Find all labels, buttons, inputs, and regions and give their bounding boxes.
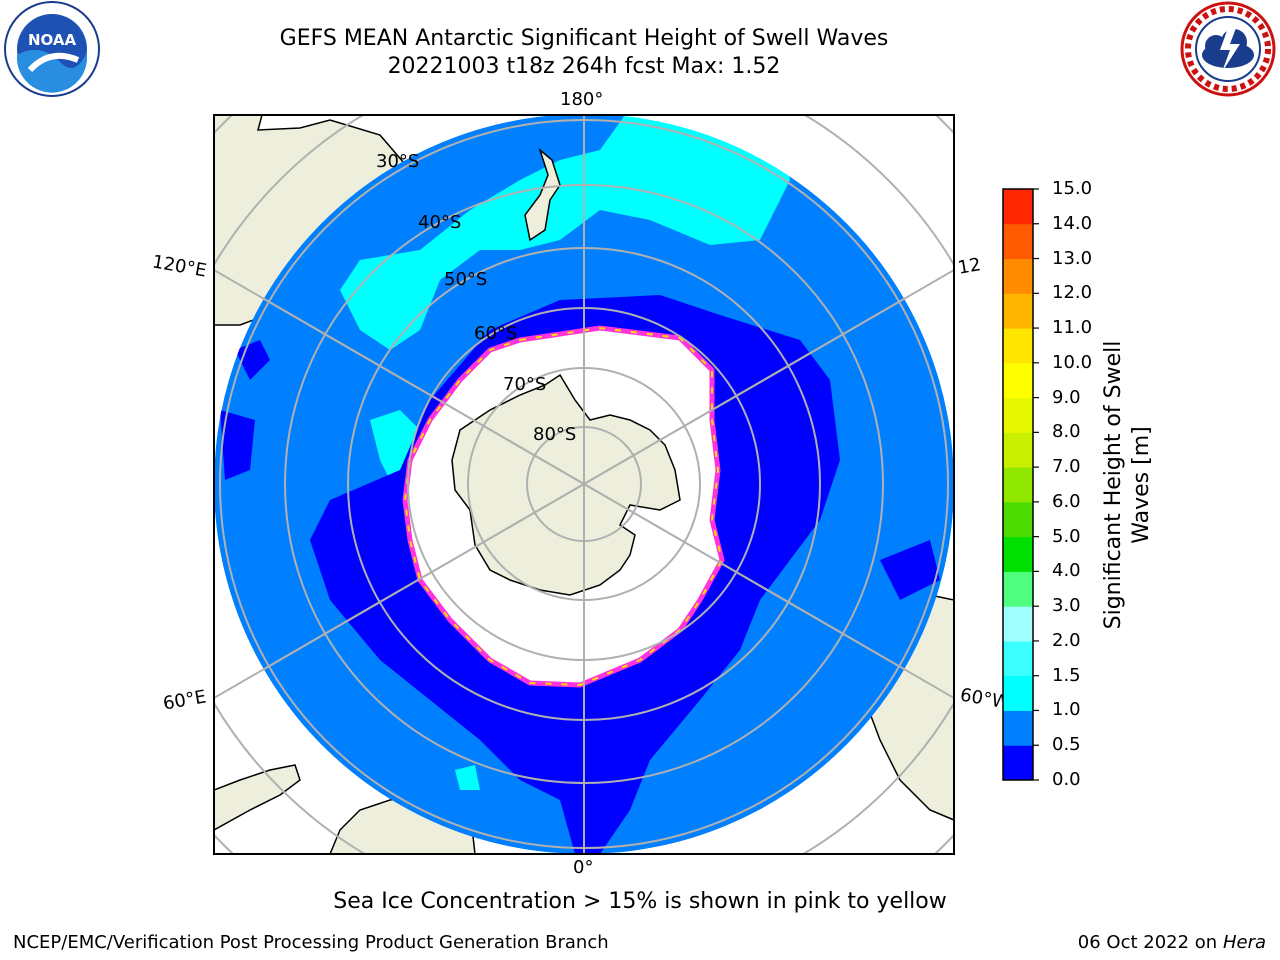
lon-label-0: 0°	[573, 857, 594, 878]
colorbar-tick-label: 11.0	[1052, 317, 1093, 339]
colorbar-segment	[1003, 501, 1033, 538]
colorbar-segment	[1003, 293, 1033, 329]
colorbar-segment	[1003, 258, 1033, 294]
colorbar-tick-label: 7.0	[1052, 456, 1081, 478]
colorbar-tick-label: 8.0	[1052, 421, 1081, 443]
lat-label-40s: 40°S	[418, 212, 462, 233]
antarctica-landmass	[451, 373, 681, 596]
colorbar-segment	[1003, 432, 1033, 468]
lat-label-70s: 70°S	[503, 374, 547, 395]
colorbar-tick-label: 9.0	[1052, 386, 1081, 408]
colorbar	[1002, 188, 1039, 781]
colorbar-tick-label: 15.0	[1052, 178, 1093, 199]
colorbar-segment	[1003, 536, 1033, 572]
footer-date: 06 Oct 2022 on Hera	[1078, 932, 1266, 953]
footer-date-text: 06 Oct 2022 on	[1077, 932, 1223, 953]
colorbar-segment	[1003, 467, 1033, 503]
colorbar-segment	[1003, 675, 1033, 711]
new-zealand-landmass	[524, 147, 561, 242]
colorbar-segment	[1003, 745, 1033, 781]
colorbar-tick-label: 3.0	[1052, 595, 1081, 617]
colorbar-tick-label: 13.0	[1052, 247, 1093, 269]
madagascar-landmass	[214, 764, 301, 831]
lat-label-80s: 80°S	[533, 424, 577, 445]
colorbar-frame	[1002, 188, 1034, 781]
colorbar-segment	[1003, 362, 1033, 399]
colorbar-tick-label: 14.0	[1052, 212, 1093, 234]
colorbar-tick-label: 5.0	[1052, 525, 1081, 547]
colorbar-tick-label: 1.0	[1052, 699, 1081, 721]
colorbar-tick-label: 4.0	[1052, 560, 1081, 582]
colorbar-tick-label: 0.5	[1052, 734, 1081, 756]
lat-label-60s: 60°S	[474, 323, 518, 344]
colorbar-segment	[1003, 328, 1033, 364]
noaa-logo-icon: NOAA	[4, 1, 100, 97]
lon-label-120w: 120°W	[956, 254, 982, 279]
colorbar-segment	[1003, 710, 1033, 746]
colorbar-tick-label: 12.0	[1052, 282, 1093, 304]
footer-host: Hera	[1222, 932, 1266, 953]
colorbar-tick-label: 2.0	[1052, 629, 1081, 651]
lat-label-30s: 30°S	[376, 151, 420, 172]
colorbar-segment	[1003, 223, 1033, 260]
map-title: GEFS MEAN Antarctic Significant Height o…	[279, 26, 889, 51]
colorbar-tick-label: 1.5	[1052, 664, 1081, 686]
map-frame	[213, 114, 955, 855]
colorbar-segment	[1003, 189, 1033, 225]
colorbar-segment	[1003, 397, 1033, 433]
colorbar-tick-label: 6.0	[1052, 490, 1081, 512]
colorbar-title: Significant Height of Swell Waves [m]	[1101, 340, 1154, 630]
noaa-logo-text: NOAA	[28, 31, 77, 49]
colorbar-tick-label: 0.0	[1052, 769, 1081, 790]
colorbar-segment	[1003, 606, 1033, 642]
colorbar-segment	[1003, 640, 1033, 677]
map-subtitle: 20221003 t18z 264h fcst Max: 1.52	[387, 54, 781, 79]
colorbar-tick-label: 10.0	[1052, 351, 1093, 373]
lon-label-180: 180°	[560, 89, 604, 110]
footer-credit: NCEP/EMC/Verification Post Processing Pr…	[13, 932, 609, 953]
colorbar-segment	[1003, 571, 1033, 607]
nws-logo-icon	[1180, 1, 1276, 97]
sea-ice-note: Sea Ice Concentration > 15% is shown in …	[333, 889, 947, 914]
lat-label-50s: 50°S	[444, 269, 488, 290]
